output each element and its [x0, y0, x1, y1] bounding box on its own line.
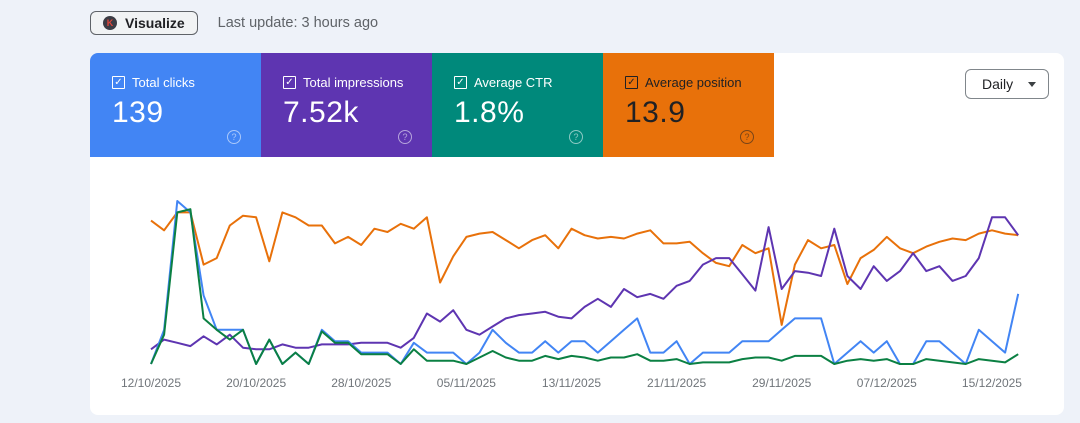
- performance-panel: ✓ Total clicks 139 ? ✓ Total impressions 7…: [90, 53, 1064, 415]
- x-tick-label: 15/12/2025: [962, 376, 1022, 390]
- logo-icon: K: [103, 16, 117, 30]
- x-tick-label: 07/12/2025: [857, 376, 917, 390]
- x-tick-label: 29/11/2025: [752, 376, 811, 390]
- checkbox-checked-icon[interactable]: ✓: [112, 76, 125, 89]
- help-circle-icon[interactable]: ?: [740, 130, 754, 144]
- help-circle-icon[interactable]: ?: [227, 130, 241, 144]
- x-tick-label: 13/11/2025: [542, 376, 601, 390]
- metric-card-average-position[interactable]: ✓ Average position 13.9 ?: [603, 53, 774, 157]
- metric-label: Average CTR: [474, 75, 553, 90]
- visualize-button[interactable]: K Visualize: [90, 11, 198, 35]
- metric-value: 13.9: [625, 96, 686, 129]
- caret-down-icon: [1028, 81, 1036, 87]
- checkbox-checked-icon[interactable]: ✓: [454, 76, 467, 89]
- top-bar: K Visualize Last update: 3 hours ago: [90, 10, 378, 36]
- series-line-total-clicks[interactable]: [150, 200, 1020, 365]
- x-tick-label: 12/10/2025: [121, 376, 181, 390]
- metric-value: 139: [112, 96, 164, 129]
- metric-value: 1.8%: [454, 96, 525, 129]
- checkbox-checked-icon[interactable]: ✓: [283, 76, 296, 89]
- metric-card-total-clicks[interactable]: ✓ Total clicks 139 ?: [90, 53, 261, 157]
- x-tick-label: 28/10/2025: [331, 376, 391, 390]
- metric-cards: ✓ Total clicks 139 ? ✓ Total impressions 7…: [90, 53, 774, 157]
- metric-label: Total impressions: [303, 75, 404, 90]
- series-line-average-position[interactable]: [150, 211, 1019, 326]
- last-update-text: Last update: 3 hours ago: [217, 15, 379, 31]
- series-line-total-impressions[interactable]: [150, 216, 1020, 351]
- x-tick-label: 05/11/2025: [437, 376, 496, 390]
- metric-label: Average position: [645, 75, 742, 90]
- checkbox-checked-icon[interactable]: ✓: [625, 76, 638, 89]
- visualize-label: Visualize: [125, 15, 185, 31]
- metric-card-total-impressions[interactable]: ✓ Total impressions 7.52k ?: [261, 53, 432, 157]
- metric-card-average-ctr[interactable]: ✓ Average CTR 1.8% ?: [432, 53, 603, 157]
- performance-chart[interactable]: 12/10/2025 20/10/2025 28/10/2025 05/11/2025…: [90, 53, 1064, 415]
- x-tick-label: 20/10/2025: [226, 376, 286, 390]
- metric-label: Total clicks: [132, 75, 195, 90]
- metric-value: 7.52k: [283, 96, 359, 129]
- granularity-dropdown[interactable]: Daily: [965, 69, 1049, 99]
- help-circle-icon[interactable]: ?: [569, 130, 583, 144]
- granularity-selected: Daily: [982, 76, 1014, 92]
- x-tick-label: 21/11/2025: [647, 376, 706, 390]
- series-line-average-ctr[interactable]: [150, 208, 1019, 365]
- help-circle-icon[interactable]: ?: [398, 130, 412, 144]
